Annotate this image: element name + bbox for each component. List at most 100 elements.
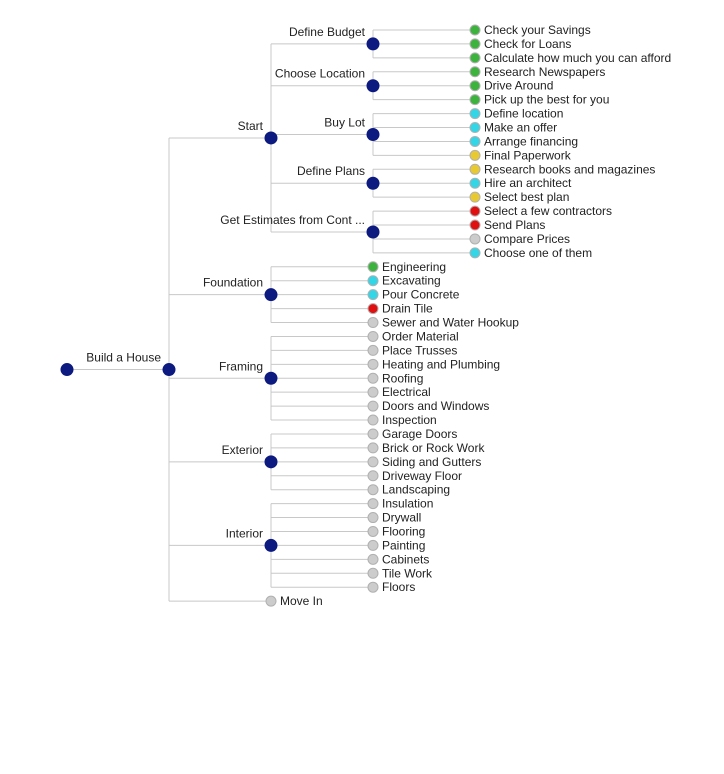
status-dot-drywall[interactable] [367,512,379,524]
task-node-engineering[interactable]: Engineering [367,260,446,274]
task-node-floors[interactable]: Floors [367,580,415,594]
group-node-framing[interactable]: Framing [219,359,278,385]
task-node-research-books-and-magazines[interactable]: Research books and magazines [469,162,655,176]
status-dot-floors[interactable] [367,581,379,593]
status-dot-drive-around[interactable] [469,80,481,92]
status-dot-select-a-few-contractors[interactable] [469,205,481,217]
task-node-garage-doors[interactable]: Garage Doors [367,427,457,441]
node-dot-foundation[interactable] [264,288,278,302]
status-dot-excavating[interactable] [367,275,379,287]
task-node-move-in[interactable]: Move In [265,594,323,608]
task-node-drive-around[interactable]: Drive Around [469,79,553,93]
task-node-pour-concrete[interactable]: Pour Concrete [367,288,460,302]
status-dot-hire-an-architect[interactable] [469,177,481,189]
group-node-define-budget[interactable]: Define Budget [289,25,380,51]
task-node-hire-an-architect[interactable]: Hire an architect [469,176,572,190]
status-dot-cabinets[interactable] [367,553,379,565]
node-dot-framing[interactable] [264,371,278,385]
status-dot-siding-and-gutters[interactable] [367,456,379,468]
group-node-define-plans[interactable]: Define Plans [297,164,380,190]
task-node-select-a-few-contractors[interactable]: Select a few contractors [469,204,612,218]
status-dot-sewer-and-water-hookup[interactable] [367,317,379,329]
status-dot-brick-or-rock-work[interactable] [367,442,379,454]
node-dot-get-estimates-from-cont[interactable] [366,225,380,239]
group-node-buy-lot[interactable]: Buy Lot [324,115,380,141]
task-node-drain-tile[interactable]: Drain Tile [367,302,433,316]
task-node-brick-or-rock-work[interactable]: Brick or Rock Work [367,441,485,455]
task-node-order-material[interactable]: Order Material [367,329,459,343]
status-dot-engineering[interactable] [367,261,379,273]
status-dot-garage-doors[interactable] [367,428,379,440]
node-dot-define-plans[interactable] [366,176,380,190]
task-node-doors-and-windows[interactable]: Doors and Windows [367,399,489,413]
task-node-arrange-financing[interactable]: Arrange financing [469,134,578,148]
task-node-check-for-loans[interactable]: Check for Loans [469,37,571,51]
task-node-calculate-how-much-you-can-afford[interactable]: Calculate how much you can afford [469,51,671,65]
task-node-select-best-plan[interactable]: Select best plan [469,190,569,204]
status-dot-send-plans[interactable] [469,219,481,231]
group-node-interior[interactable]: Interior [226,526,278,552]
status-dot-choose-one-of-them[interactable] [469,247,481,259]
node-dot-exterior[interactable] [264,455,278,469]
status-dot-driveway-floor[interactable] [367,470,379,482]
group-node-choose-location[interactable]: Choose Location [275,67,380,93]
task-node-tile-work[interactable]: Tile Work [367,566,433,580]
status-dot-doors-and-windows[interactable] [367,400,379,412]
task-node-cabinets[interactable]: Cabinets [367,552,429,566]
status-dot-pour-concrete[interactable] [367,289,379,301]
status-dot-define-location[interactable] [469,108,481,120]
status-dot-final-paperwork[interactable] [469,149,481,161]
node-dot-interior[interactable] [264,538,278,552]
node-dot-define-budget[interactable] [366,37,380,51]
task-node-research-newspapers[interactable]: Research Newspapers [469,65,605,79]
task-node-landscaping[interactable]: Landscaping [367,483,450,497]
status-dot-roofing[interactable] [367,372,379,384]
status-dot-arrange-financing[interactable] [469,135,481,147]
node-dot-start[interactable] [264,131,278,145]
status-dot-pick-up-the-best-for-you[interactable] [469,94,481,106]
status-dot-select-best-plan[interactable] [469,191,481,203]
task-node-place-trusses[interactable]: Place Trusses [367,343,457,357]
status-dot-compare-prices[interactable] [469,233,481,245]
task-node-make-an-offer[interactable]: Make an offer [469,121,557,135]
status-dot-landscaping[interactable] [367,484,379,496]
node-dot-buy-lot[interactable] [366,127,380,141]
group-node-root[interactable] [60,363,74,377]
status-dot-heating-and-plumbing[interactable] [367,358,379,370]
task-node-check-your-savings[interactable]: Check your Savings [469,23,591,37]
task-node-sewer-and-water-hookup[interactable]: Sewer and Water Hookup [367,316,519,330]
status-dot-check-your-savings[interactable] [469,24,481,36]
status-dot-insulation[interactable] [367,498,379,510]
status-dot-check-for-loans[interactable] [469,38,481,50]
group-node-exterior[interactable]: Exterior [222,443,278,469]
task-node-final-paperwork[interactable]: Final Paperwork [469,148,572,162]
task-node-define-location[interactable]: Define location [469,107,563,121]
group-node-foundation[interactable]: Foundation [203,276,278,302]
status-dot-place-trusses[interactable] [367,344,379,356]
task-node-excavating[interactable]: Excavating [367,274,441,288]
task-node-pick-up-the-best-for-you[interactable]: Pick up the best for you [469,93,609,107]
task-node-drywall[interactable]: Drywall [367,511,421,525]
status-dot-research-newspapers[interactable] [469,66,481,78]
task-node-heating-and-plumbing[interactable]: Heating and Plumbing [367,357,500,371]
task-node-painting[interactable]: Painting [367,538,425,552]
task-node-electrical[interactable]: Electrical [367,385,431,399]
task-node-flooring[interactable]: Flooring [367,524,425,538]
node-dot-root[interactable] [60,363,74,377]
node-dot-build-a-house[interactable] [162,363,176,377]
status-dot-research-books-and-magazines[interactable] [469,163,481,175]
task-node-roofing[interactable]: Roofing [367,371,423,385]
task-node-send-plans[interactable]: Send Plans [469,218,545,232]
status-dot-tile-work[interactable] [367,567,379,579]
status-dot-move-in[interactable] [265,595,277,607]
status-dot-painting[interactable] [367,539,379,551]
status-dot-inspection[interactable] [367,414,379,426]
status-dot-electrical[interactable] [367,386,379,398]
group-node-start[interactable]: Start [238,119,278,145]
task-node-choose-one-of-them[interactable]: Choose one of them [469,246,592,260]
task-node-siding-and-gutters[interactable]: Siding and Gutters [367,455,481,469]
status-dot-flooring[interactable] [367,525,379,537]
group-node-get-estimates-from-cont[interactable]: Get Estimates from Cont ... [220,213,380,239]
task-node-insulation[interactable]: Insulation [367,497,433,511]
task-node-compare-prices[interactable]: Compare Prices [469,232,570,246]
